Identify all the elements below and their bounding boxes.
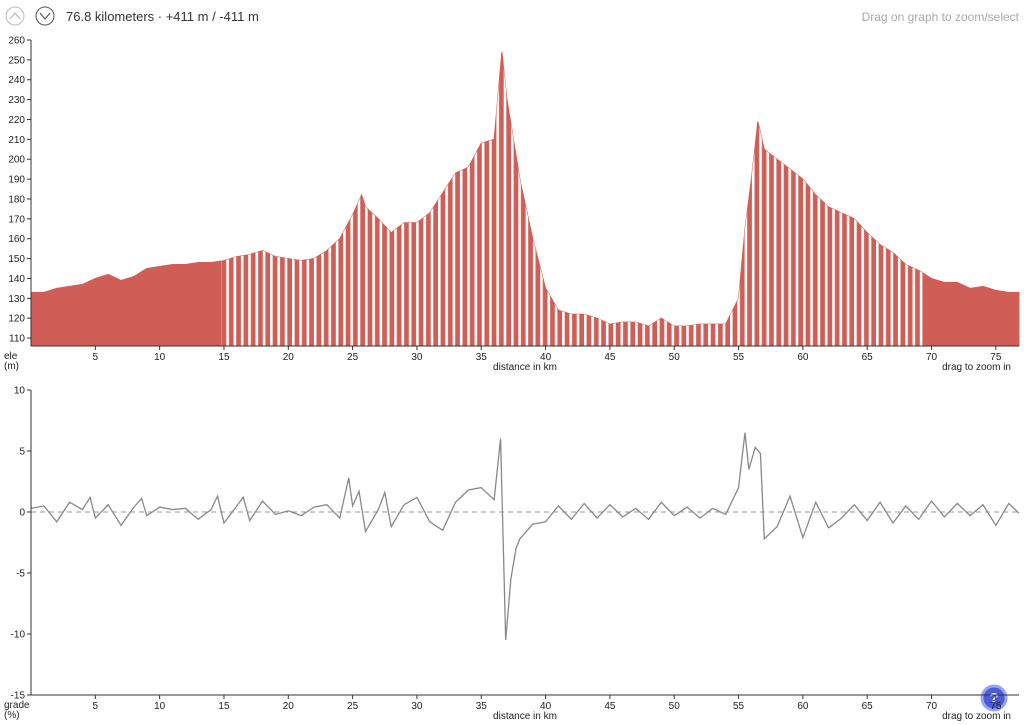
expand-icon (39, 12, 51, 20)
x-tick-label: 20 (283, 352, 295, 363)
y-tick-label: -15 (11, 691, 26, 702)
y-tick-label: -10 (11, 630, 26, 641)
x-tick-label: 35 (476, 701, 488, 712)
x-tick-label: 5 (93, 701, 99, 712)
y-tick-label: 110 (9, 334, 25, 345)
hint: Drag on graph to zoom/select (862, 10, 1020, 24)
x-tick-label: 60 (797, 701, 809, 712)
collapse-button[interactable] (5, 6, 25, 26)
x-tick-label: 45 (604, 701, 616, 712)
x-tick-label: 75 (990, 352, 1002, 363)
y-tick-label: 170 (8, 214, 25, 225)
x-tick-label: 60 (797, 352, 809, 363)
x-axis-label: distance in km (493, 711, 557, 722)
collapse-icon (9, 12, 21, 20)
x-tick-label: 10 (154, 352, 166, 363)
y-tick-label: 240 (8, 75, 25, 86)
y-tick-label: 180 (8, 194, 25, 205)
x-tick-label: 50 (669, 352, 681, 363)
x-tick-label: 50 (669, 701, 681, 712)
x-tick-label: 25 (347, 352, 359, 363)
x-tick-label: 75 (990, 701, 1002, 712)
help-icon: ? (989, 690, 998, 707)
y-tick-label: 160 (8, 234, 25, 245)
y-axis-label: (%) (4, 710, 20, 721)
x-tick-label: 30 (411, 352, 423, 363)
y-tick-label: 210 (8, 135, 25, 146)
x-tick-label: 40 (540, 701, 552, 712)
x-tick-label: 20 (283, 701, 295, 712)
x-tick-label: 30 (411, 701, 423, 712)
x-tick-label: 45 (604, 352, 616, 363)
x-tick-label: 10 (154, 701, 166, 712)
y-tick-label: 140 (8, 274, 25, 285)
x-tick-label: 70 (926, 352, 938, 363)
y-tick-label: 150 (8, 254, 25, 265)
y-axis-label: grade (4, 700, 30, 711)
x-tick-label: 25 (347, 701, 359, 712)
selection (221, 51, 927, 346)
summary: 76.8 kilometers · +411 m / -411 m (66, 9, 259, 24)
y-tick-label: 230 (8, 95, 25, 106)
x-axis-label: distance in km (493, 362, 557, 373)
y-tick-label: 260 (8, 36, 25, 47)
y-tick-label: 130 (8, 294, 25, 305)
y-tick-label: 220 (8, 115, 25, 126)
y-tick-label: 190 (8, 175, 25, 186)
y-tick-label: 250 (8, 55, 25, 66)
y-tick-label: 200 (8, 155, 25, 166)
x-tick-label: 55 (733, 701, 745, 712)
help-button[interactable] (980, 684, 1008, 712)
x-tick-label: 65 (862, 352, 874, 363)
y-tick-label: 10 (14, 386, 26, 397)
x-tick-label: 55 (733, 352, 745, 363)
y-tick-label: 5 (19, 447, 25, 458)
y-tick-label: 0 (19, 508, 25, 519)
x-tick-label: 65 (862, 701, 874, 712)
zoom-hint: drag to zoom in (942, 362, 1011, 373)
y-axis-label: (m) (4, 361, 19, 372)
y-axis-label: ele (4, 351, 18, 362)
zoom-hint: drag to zoom in (942, 711, 1011, 722)
expand-button[interactable] (35, 6, 55, 26)
x-tick-label: 15 (218, 701, 230, 712)
grade-line (30, 432, 1020, 641)
y-tick-label: 120 (8, 314, 25, 325)
x-tick-label: 5 (93, 352, 99, 363)
x-tick-label: 70 (926, 701, 938, 712)
y-tick-label: -5 (16, 569, 25, 580)
x-tick-label: 15 (218, 352, 230, 363)
x-tick-label: 35 (476, 352, 488, 363)
x-tick-label: 40 (540, 352, 552, 363)
